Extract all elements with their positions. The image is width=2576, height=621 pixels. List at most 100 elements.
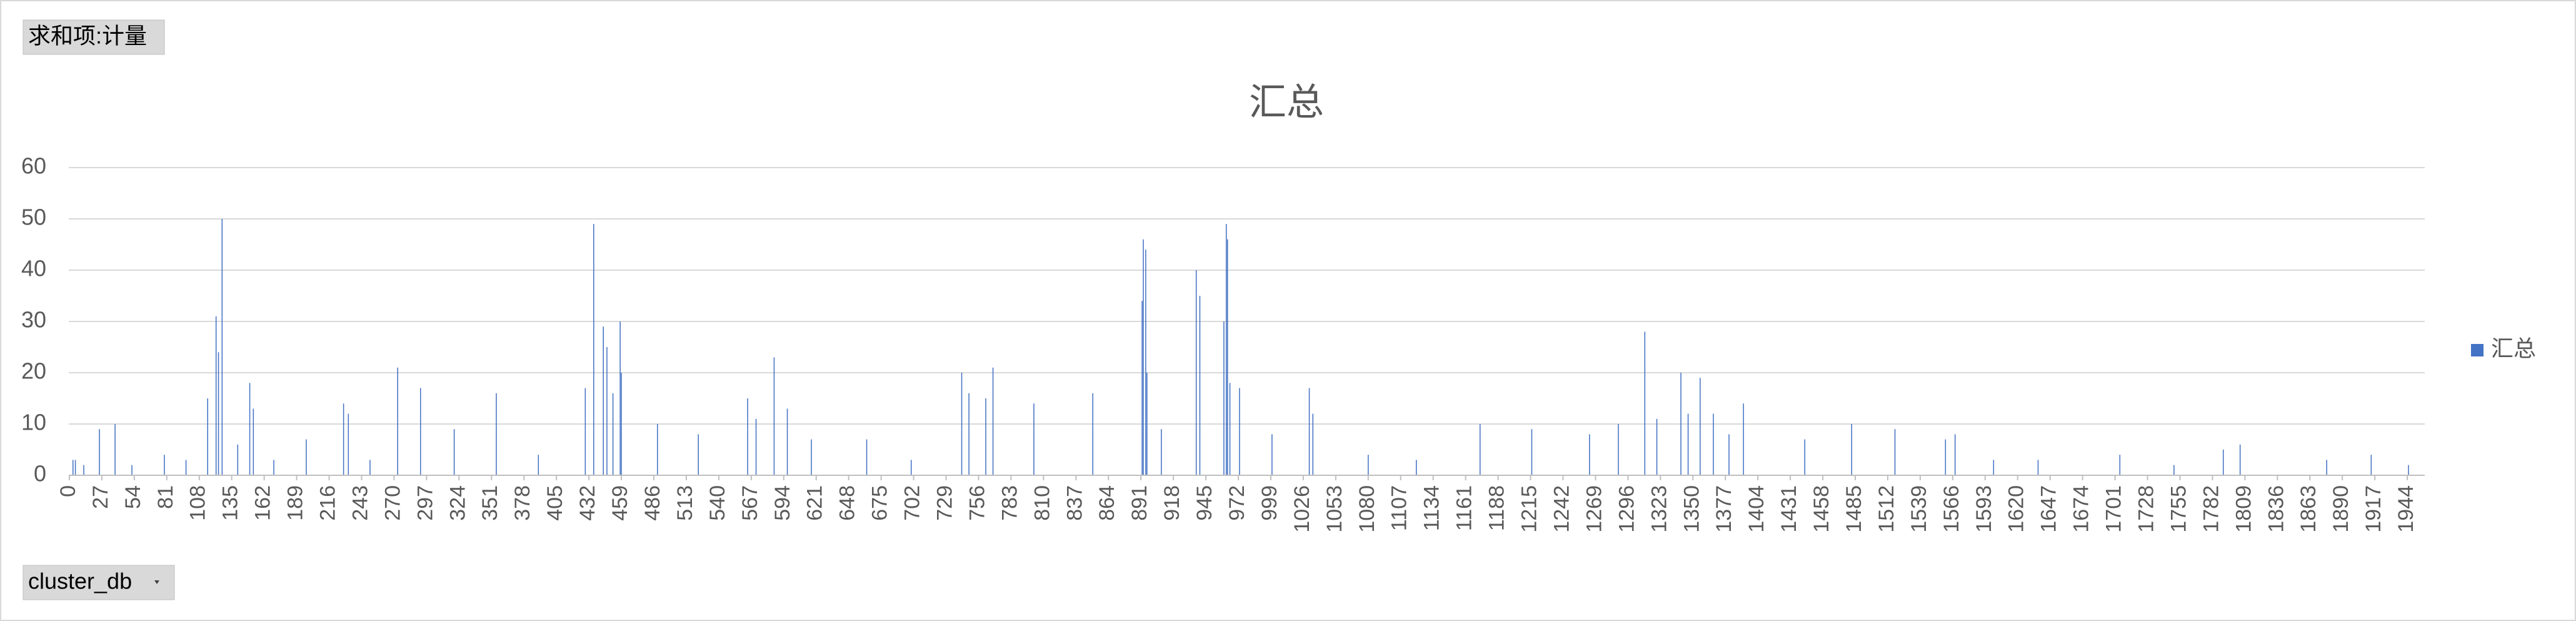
x-tick-label: 972 bbox=[1225, 485, 1249, 521]
bar bbox=[1743, 403, 1744, 475]
y-tick-label: 50 bbox=[21, 204, 46, 230]
x-tick-label: 594 bbox=[771, 485, 794, 521]
x-tick-label: 648 bbox=[836, 485, 860, 521]
bar bbox=[164, 455, 165, 475]
bar bbox=[1644, 331, 1646, 475]
bar bbox=[968, 393, 970, 475]
x-tick-label: 1188 bbox=[1485, 485, 1509, 531]
x-tick-label: 432 bbox=[576, 485, 599, 521]
x-tick-label: 1863 bbox=[2297, 485, 2320, 533]
bar bbox=[1141, 301, 1143, 475]
bar bbox=[1239, 388, 1240, 475]
x-tick-label: 1404 bbox=[1745, 485, 1768, 533]
x-tick-label: 189 bbox=[284, 485, 308, 521]
bar bbox=[306, 439, 307, 475]
x-tick-label: 1944 bbox=[2394, 485, 2418, 533]
x-tick-label: 1836 bbox=[2264, 485, 2288, 533]
bar bbox=[985, 398, 986, 475]
bar bbox=[1312, 413, 1314, 475]
x-tick-label: 1917 bbox=[2362, 485, 2385, 533]
x-tick-label: 783 bbox=[998, 485, 1021, 521]
x-tick-label: 702 bbox=[901, 485, 925, 521]
x-tick-label: 243 bbox=[348, 485, 372, 521]
y-tick-label: 10 bbox=[21, 410, 46, 435]
bar bbox=[343, 403, 344, 475]
bar bbox=[1680, 373, 1681, 475]
x-tick-label: 729 bbox=[933, 485, 956, 521]
bar bbox=[348, 413, 349, 475]
x-tick-label: 297 bbox=[413, 485, 437, 521]
bar bbox=[621, 373, 622, 475]
bar bbox=[992, 367, 994, 475]
y-tick-label: 40 bbox=[21, 256, 46, 281]
x-tick-label: 1890 bbox=[2329, 485, 2353, 533]
bar bbox=[453, 429, 455, 475]
x-tick-label: 864 bbox=[1095, 485, 1119, 521]
x-tick-label: 1161 bbox=[1453, 485, 1476, 531]
bar bbox=[114, 424, 116, 475]
axis-field-label: cluster_db bbox=[28, 568, 132, 594]
x-tick-label: 1242 bbox=[1550, 485, 1573, 533]
x-tick-label: 351 bbox=[478, 485, 502, 521]
bar bbox=[419, 388, 421, 475]
bar bbox=[1728, 434, 1730, 475]
x-tick-label: 1593 bbox=[1972, 485, 1996, 533]
bar bbox=[1229, 383, 1231, 475]
bar bbox=[1271, 434, 1273, 475]
bar bbox=[2037, 460, 2039, 475]
x-tick-label: 621 bbox=[803, 485, 827, 521]
x-tick-label: 216 bbox=[316, 485, 340, 521]
bar bbox=[698, 434, 699, 475]
x-tick-label: 1647 bbox=[2037, 485, 2061, 533]
bar bbox=[866, 439, 868, 475]
x-tick-label: 405 bbox=[543, 485, 567, 521]
bar bbox=[1368, 455, 1369, 475]
bar bbox=[1033, 403, 1035, 475]
y-tick-label: 30 bbox=[21, 307, 46, 333]
y-tick-label: 60 bbox=[21, 153, 46, 179]
bar bbox=[131, 465, 133, 475]
bar bbox=[237, 444, 239, 475]
x-tick-label: 1512 bbox=[1875, 485, 1898, 533]
bar bbox=[369, 460, 371, 475]
x-tick-label: 459 bbox=[608, 485, 632, 521]
bar bbox=[593, 224, 594, 475]
bar bbox=[1143, 239, 1144, 475]
x-tick-label: 270 bbox=[381, 485, 404, 521]
value-field-button[interactable] bbox=[23, 19, 165, 55]
bar bbox=[1145, 250, 1146, 475]
bar bbox=[1700, 378, 1701, 475]
bar bbox=[1954, 434, 1956, 475]
axis-field-button[interactable] bbox=[23, 565, 175, 600]
x-tick-label: 1053 bbox=[1323, 485, 1346, 533]
bar bbox=[2408, 465, 2409, 475]
bar bbox=[2326, 460, 2327, 475]
x-tick-label: 135 bbox=[219, 485, 243, 521]
bar bbox=[656, 424, 658, 475]
bar bbox=[218, 352, 219, 475]
x-tick-label: 1539 bbox=[1907, 485, 1931, 533]
bar bbox=[1851, 424, 1853, 475]
x-tick-label: 756 bbox=[965, 485, 989, 521]
x-tick-label: 810 bbox=[1030, 485, 1054, 521]
bar bbox=[1894, 429, 1896, 475]
x-tick-label: 837 bbox=[1063, 485, 1086, 521]
bar bbox=[747, 398, 748, 475]
bar bbox=[1199, 296, 1201, 475]
bar bbox=[1308, 388, 1310, 475]
x-tick-label: 1485 bbox=[1842, 485, 1866, 533]
x-tick-label: 0 bbox=[56, 485, 80, 497]
x-tick-label: 945 bbox=[1193, 485, 1216, 521]
bar bbox=[786, 408, 788, 475]
x-tick-label: 108 bbox=[186, 485, 210, 521]
x-tick-label: 513 bbox=[673, 485, 697, 521]
x-tick-label: 1728 bbox=[2135, 485, 2158, 533]
bar bbox=[584, 388, 586, 475]
bar bbox=[1713, 413, 1714, 475]
bar bbox=[1092, 393, 1094, 475]
bar bbox=[72, 460, 74, 475]
legend-swatch bbox=[2471, 344, 2483, 356]
bar bbox=[249, 383, 251, 475]
bar bbox=[1146, 373, 1148, 475]
